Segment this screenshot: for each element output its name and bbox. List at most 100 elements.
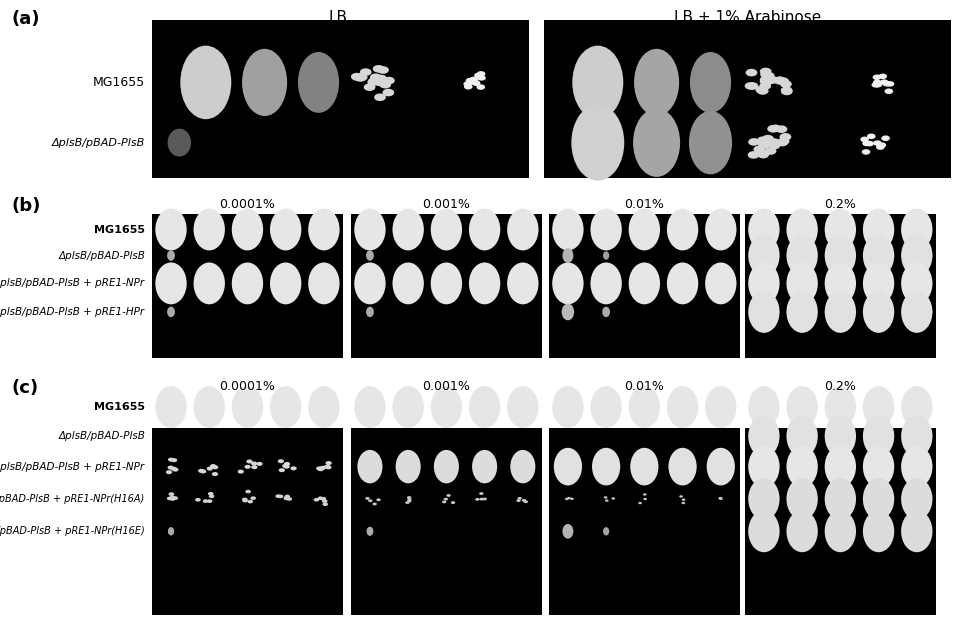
Ellipse shape — [231, 262, 263, 304]
Ellipse shape — [167, 307, 174, 317]
Ellipse shape — [787, 209, 817, 250]
Circle shape — [470, 79, 479, 85]
Circle shape — [374, 93, 386, 101]
Circle shape — [745, 82, 757, 90]
Circle shape — [757, 87, 768, 94]
Ellipse shape — [706, 386, 737, 428]
Circle shape — [369, 74, 381, 81]
Ellipse shape — [592, 448, 620, 486]
Bar — [549, 214, 740, 358]
Circle shape — [405, 501, 410, 504]
Circle shape — [407, 500, 412, 502]
Circle shape — [250, 496, 256, 500]
Circle shape — [681, 501, 685, 504]
Circle shape — [760, 70, 772, 78]
Circle shape — [523, 500, 528, 503]
Ellipse shape — [902, 478, 932, 520]
Text: ΔplsB/pBAD-PlsB + pRE1-NPr(H16E): ΔplsB/pBAD-PlsB + pRE1-NPr(H16E) — [0, 526, 145, 536]
Ellipse shape — [863, 446, 894, 488]
Ellipse shape — [193, 209, 225, 250]
Circle shape — [758, 136, 769, 144]
Ellipse shape — [392, 262, 423, 304]
Circle shape — [719, 498, 722, 500]
Circle shape — [886, 81, 895, 87]
Ellipse shape — [563, 248, 573, 263]
Circle shape — [861, 149, 870, 155]
Circle shape — [318, 467, 324, 471]
Circle shape — [167, 496, 172, 500]
Ellipse shape — [749, 446, 780, 488]
Circle shape — [760, 138, 771, 146]
Circle shape — [351, 73, 363, 81]
Circle shape — [356, 74, 368, 81]
Circle shape — [284, 462, 290, 466]
Text: MG1655: MG1655 — [94, 402, 145, 412]
Text: ΔplsB/pBAD-PlsB: ΔplsB/pBAD-PlsB — [52, 138, 145, 148]
Text: ΔplsB/pBAD-PlsB: ΔplsB/pBAD-PlsB — [58, 431, 145, 441]
Circle shape — [878, 74, 887, 79]
Circle shape — [317, 467, 322, 470]
Ellipse shape — [366, 250, 374, 261]
Circle shape — [469, 77, 478, 82]
Ellipse shape — [508, 209, 538, 250]
Ellipse shape — [431, 262, 463, 304]
Circle shape — [170, 495, 175, 499]
Circle shape — [376, 498, 380, 501]
Text: ΔplsB/pBAD-PlsB: ΔplsB/pBAD-PlsB — [58, 250, 145, 261]
Text: ΔplsB/pBAD-PlsB + pRE1-NPr: ΔplsB/pBAD-PlsB + pRE1-NPr — [0, 462, 145, 472]
Circle shape — [320, 497, 326, 501]
Circle shape — [521, 499, 526, 501]
Ellipse shape — [590, 386, 621, 428]
Circle shape — [777, 77, 789, 85]
Circle shape — [257, 462, 263, 466]
Circle shape — [374, 79, 386, 86]
Ellipse shape — [571, 105, 624, 181]
Bar — [544, 20, 951, 178]
Circle shape — [477, 75, 486, 81]
Circle shape — [364, 84, 375, 91]
Circle shape — [322, 502, 328, 506]
Circle shape — [366, 497, 369, 500]
Ellipse shape — [553, 386, 584, 428]
Circle shape — [774, 77, 786, 85]
Circle shape — [517, 497, 522, 500]
Ellipse shape — [863, 262, 894, 304]
Bar — [745, 214, 936, 358]
Ellipse shape — [392, 386, 423, 428]
Ellipse shape — [167, 250, 174, 261]
Circle shape — [476, 71, 485, 77]
Circle shape — [210, 464, 217, 468]
Ellipse shape — [180, 46, 231, 119]
Circle shape — [748, 138, 760, 146]
Circle shape — [277, 495, 283, 498]
Circle shape — [718, 497, 722, 500]
Circle shape — [277, 459, 284, 463]
Circle shape — [479, 498, 484, 500]
Circle shape — [872, 74, 881, 80]
Text: 0.0001%: 0.0001% — [219, 198, 275, 211]
Ellipse shape — [902, 386, 932, 428]
Circle shape — [408, 498, 412, 501]
Circle shape — [168, 465, 173, 470]
Circle shape — [873, 140, 882, 146]
Circle shape — [203, 500, 209, 503]
Ellipse shape — [168, 129, 191, 157]
Circle shape — [377, 66, 389, 74]
Circle shape — [198, 469, 205, 473]
Ellipse shape — [902, 235, 932, 276]
Circle shape — [318, 496, 323, 500]
Ellipse shape — [602, 307, 610, 317]
Circle shape — [768, 139, 780, 147]
Circle shape — [774, 76, 786, 84]
Ellipse shape — [825, 209, 857, 250]
Circle shape — [290, 467, 297, 470]
Circle shape — [372, 503, 377, 505]
Circle shape — [451, 501, 455, 504]
Circle shape — [516, 499, 520, 502]
Circle shape — [779, 133, 791, 141]
Circle shape — [479, 492, 483, 495]
Circle shape — [764, 147, 776, 155]
Circle shape — [383, 77, 395, 84]
Circle shape — [208, 492, 214, 496]
Circle shape — [283, 465, 290, 469]
